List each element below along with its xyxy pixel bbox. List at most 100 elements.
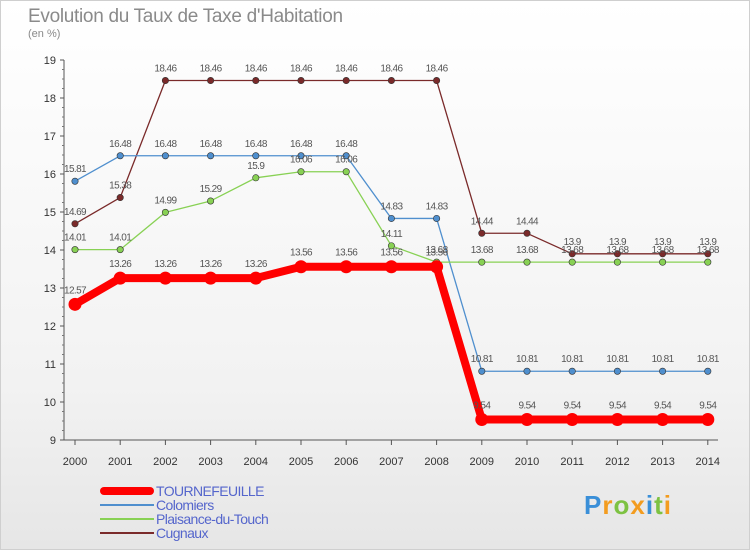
data-label: 14.11 — [381, 229, 403, 240]
data-label: 13.68 — [426, 245, 449, 256]
data-label: 16.06 — [290, 155, 313, 166]
x-tick-label: 2008 — [424, 456, 448, 468]
logo-letter: t — [654, 490, 664, 520]
logo-letter: i — [645, 490, 655, 520]
data-point-plaisance-du-touch — [704, 258, 712, 266]
data-point-plaisance-du-touch — [613, 258, 621, 266]
data-point-plaisance-du-touch — [297, 168, 305, 176]
proxiti-logo: Proxiti — [584, 490, 672, 521]
x-tick-label: 2012 — [605, 456, 629, 468]
data-label: 13.68 — [516, 245, 539, 256]
data-label: 16.06 — [335, 155, 358, 166]
x-tick-label: 2005 — [289, 456, 313, 468]
data-label: 13.68 — [561, 245, 584, 256]
legend-label: Colomiers — [156, 497, 214, 513]
data-point-tournefeuille — [475, 412, 489, 426]
y-tick-label: 9 — [50, 435, 56, 447]
data-label: 13.26 — [109, 259, 132, 270]
data-label: 16.48 — [335, 139, 358, 150]
data-point-tournefeuille — [113, 271, 127, 285]
data-point-plaisance-du-touch — [478, 258, 486, 266]
data-label: 16.48 — [154, 139, 177, 150]
data-label: 9.54 — [699, 400, 717, 411]
data-point-cugnaux — [342, 77, 350, 85]
y-tick-label: 17 — [44, 131, 56, 143]
y-tick-label: 12 — [44, 321, 56, 333]
data-point-colomiers — [659, 367, 667, 375]
legend-swatch — [100, 518, 154, 520]
data-label: 13.26 — [200, 259, 223, 270]
data-label: 13.56 — [335, 248, 358, 259]
data-point-cugnaux — [523, 229, 531, 237]
chart-subtitle: (en %) — [28, 28, 61, 40]
data-point-plaisance-du-touch — [523, 258, 531, 266]
data-point-tournefeuille — [384, 260, 398, 274]
data-point-colomiers — [297, 152, 305, 160]
data-point-tournefeuille — [520, 412, 534, 426]
x-tick-label: 2003 — [198, 456, 222, 468]
data-point-tournefeuille — [68, 297, 82, 311]
data-label: 14.83 — [426, 201, 449, 212]
data-point-cugnaux — [297, 77, 305, 85]
logo-letter: P — [584, 490, 603, 520]
x-tick-label: 2007 — [379, 456, 403, 468]
data-label: 13.9 — [654, 237, 672, 248]
y-tick-label: 11 — [45, 359, 56, 371]
data-point-cugnaux — [478, 229, 486, 237]
data-point-colomiers — [568, 367, 576, 375]
data-label: 13.56 — [426, 248, 449, 259]
x-tick-label: 2001 — [108, 456, 132, 468]
data-label: 18.46 — [426, 64, 449, 75]
legend-label: Plaisance-du-Touch — [156, 511, 269, 527]
series-line-tournefeuille — [72, 262, 708, 424]
logo-letter: o — [613, 490, 631, 520]
data-label: 14.99 — [154, 195, 177, 206]
data-point-cugnaux — [71, 220, 79, 228]
data-point-plaisance-du-touch — [342, 168, 350, 176]
data-point-tournefeuille — [249, 271, 263, 285]
data-point-tournefeuille — [656, 412, 670, 426]
y-tick-label: 15 — [44, 207, 56, 219]
data-point-tournefeuille — [158, 271, 172, 285]
data-point-colomiers — [342, 152, 350, 160]
data-point-tournefeuille — [430, 260, 444, 274]
data-point-cugnaux — [568, 250, 576, 258]
data-label: 16.48 — [245, 139, 268, 150]
data-point-cugnaux — [387, 77, 395, 85]
data-point-colomiers — [433, 214, 441, 222]
data-label: 14.44 — [471, 216, 494, 227]
data-label: 13.9 — [564, 237, 582, 248]
data-point-plaisance-du-touch — [387, 242, 395, 250]
data-point-plaisance-du-touch — [207, 197, 215, 205]
data-label: 15.81 — [64, 164, 87, 175]
data-label: 10.81 — [697, 354, 720, 365]
logo-letter: x — [630, 490, 646, 520]
data-label: 10.81 — [471, 354, 494, 365]
data-label: 15.9 — [247, 161, 265, 172]
data-label: 13.26 — [245, 259, 268, 270]
data-point-cugnaux — [659, 250, 667, 258]
data-label: 13.68 — [606, 245, 629, 256]
data-point-tournefeuille — [565, 412, 579, 426]
x-tick-label: 2009 — [470, 456, 494, 468]
data-label: 13.68 — [652, 245, 675, 256]
data-label: 18.46 — [200, 64, 223, 75]
data-point-cugnaux — [252, 77, 260, 85]
logo-letter: r — [602, 490, 614, 520]
data-point-colomiers — [161, 152, 169, 160]
data-label: 9.54 — [609, 400, 627, 411]
data-label: 9.54 — [564, 400, 582, 411]
data-label: 18.46 — [335, 64, 358, 75]
data-label: 16.48 — [200, 139, 223, 150]
data-label: 18.46 — [290, 64, 313, 75]
data-point-tournefeuille — [610, 412, 624, 426]
data-point-colomiers — [387, 214, 395, 222]
y-tick-label: 10 — [44, 397, 56, 409]
data-label: 13.56 — [380, 248, 403, 259]
data-label: 14.44 — [516, 216, 539, 227]
data-label: 18.46 — [245, 64, 268, 75]
legend-swatch — [100, 504, 154, 506]
data-point-tournefeuille — [339, 260, 353, 274]
data-point-colomiers — [523, 367, 531, 375]
data-label: 13.26 — [154, 259, 177, 270]
